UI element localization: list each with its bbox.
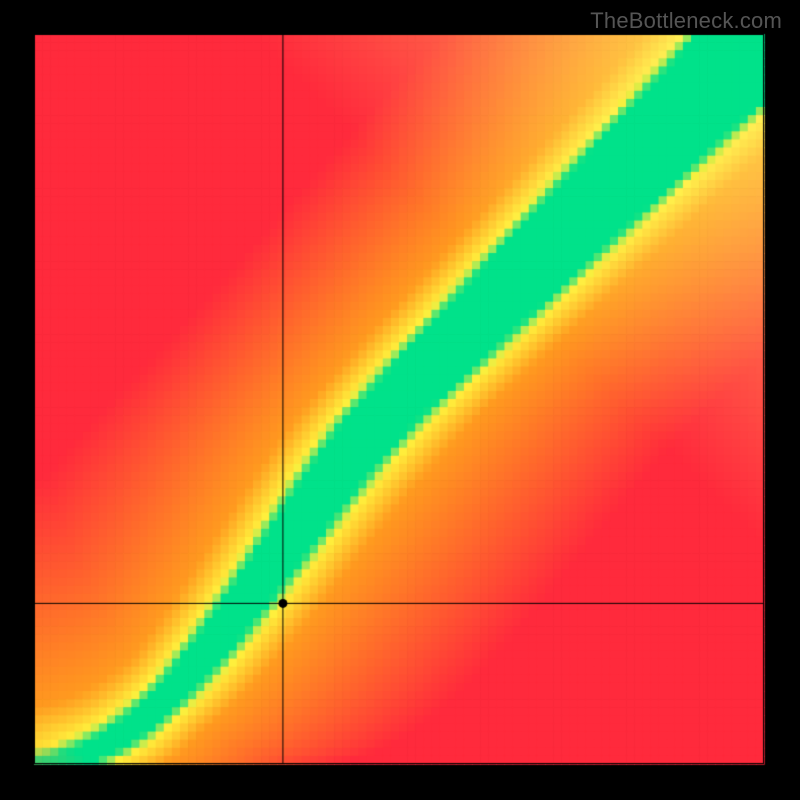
heatmap-canvas [0, 0, 800, 800]
watermark-text: TheBottleneck.com [590, 8, 782, 34]
bottleneck-heatmap-chart: TheBottleneck.com [0, 0, 800, 800]
